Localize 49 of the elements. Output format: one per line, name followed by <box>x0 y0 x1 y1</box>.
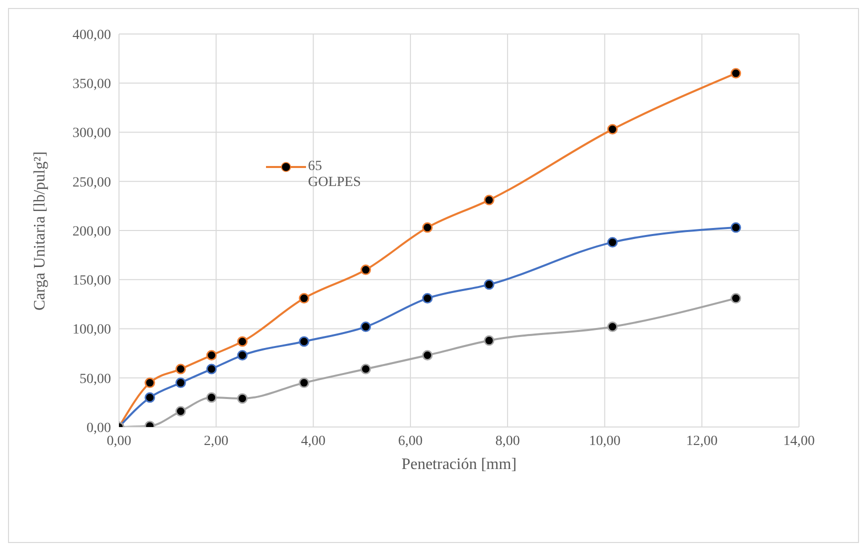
x-tick-label: 12,00 <box>686 434 718 449</box>
x-tick-label: 6,00 <box>398 434 423 449</box>
point <box>175 406 186 417</box>
y-tick-label: 250,00 <box>72 175 111 190</box>
point <box>607 322 618 332</box>
y-tick-label: 200,00 <box>72 224 111 240</box>
y-tick-label: 50,00 <box>80 372 111 387</box>
y-tick-label: 100,00 <box>72 322 111 338</box>
point <box>730 222 742 233</box>
x-tick-label: 4,00 <box>301 434 326 449</box>
point <box>360 322 371 332</box>
x-tick-label: 2,00 <box>204 434 228 449</box>
y-axis-title: Carga Unitaria [lb/pulg²] <box>32 151 49 310</box>
y-tick-label: 400,00 <box>72 28 111 43</box>
y-tick-label: 0,00 <box>86 420 111 436</box>
point <box>484 194 494 206</box>
x-tick-label: 10,00 <box>588 434 620 449</box>
point <box>298 378 310 388</box>
point <box>730 293 742 304</box>
y-tick-label: 350,00 <box>72 77 111 92</box>
x-tick-label: 0,00 <box>106 434 132 449</box>
point <box>484 279 494 290</box>
point <box>206 392 217 403</box>
point <box>206 364 217 374</box>
point <box>360 264 371 276</box>
point <box>144 392 156 403</box>
x-tick-label: 8,00 <box>495 434 520 449</box>
point <box>237 350 248 361</box>
x-axis-title: Penetración [mm] <box>401 456 517 473</box>
point <box>607 124 618 135</box>
point <box>730 68 742 79</box>
point <box>237 393 248 404</box>
x-tick-label: 14,00 <box>783 434 815 449</box>
point <box>484 335 494 346</box>
point <box>422 293 433 304</box>
point <box>206 350 217 361</box>
point <box>237 336 248 347</box>
point <box>175 364 186 374</box>
y-tick-label: 300,00 <box>72 126 111 142</box>
point <box>298 336 310 347</box>
y-tick-label: 150,00 <box>72 274 111 289</box>
point <box>422 222 433 233</box>
point <box>144 378 156 388</box>
point <box>175 378 186 388</box>
point <box>422 350 433 361</box>
point <box>360 364 371 374</box>
point <box>607 237 618 248</box>
point <box>298 293 310 304</box>
legend-label: 65 GOLPES <box>308 159 362 191</box>
